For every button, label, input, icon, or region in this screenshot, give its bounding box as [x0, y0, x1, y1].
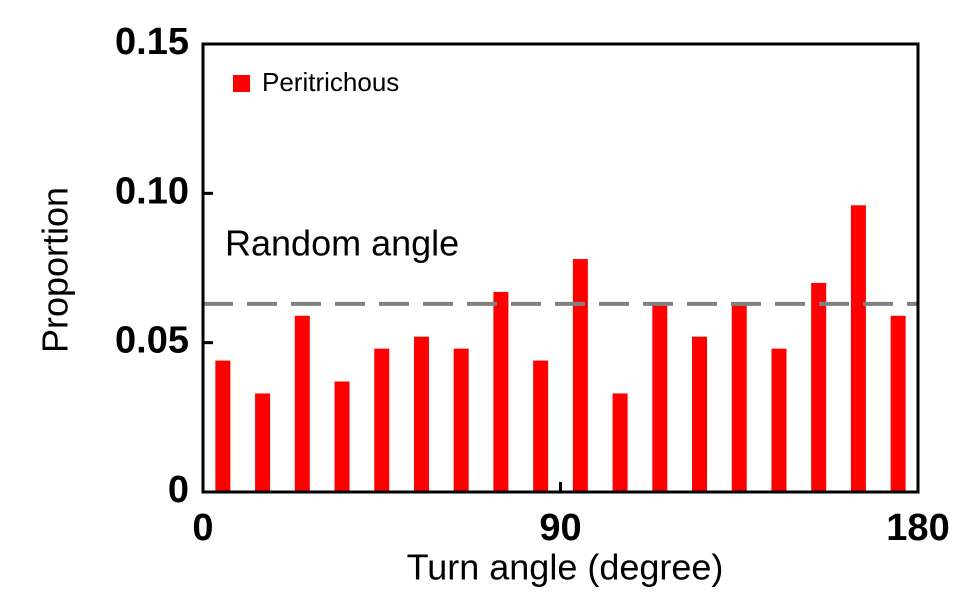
legend-swatch: [233, 75, 250, 92]
bar: [692, 336, 708, 492]
y-tick-label: 0.15: [115, 21, 189, 63]
bar: [334, 381, 350, 492]
reference-label: Random angle: [225, 222, 459, 263]
bar: [215, 360, 231, 492]
x-axis-title: Turn angle (degree): [407, 547, 724, 588]
legend-label: Peritrichous: [262, 67, 399, 97]
bar: [731, 303, 747, 492]
x-tick-label: 90: [539, 507, 581, 549]
bar: [612, 393, 628, 492]
bar: [453, 348, 469, 492]
x-tick-label: 180: [886, 507, 949, 549]
bar: [493, 291, 509, 492]
bar: [255, 393, 271, 492]
bar: [374, 348, 390, 492]
bar: [572, 259, 588, 492]
y-tick-label: 0.05: [115, 320, 189, 362]
y-tick-label: 0: [168, 469, 189, 511]
plot-frame: [201, 42, 920, 494]
bar: [652, 303, 668, 492]
bar: [811, 282, 827, 492]
x-tick-label: 0: [192, 507, 213, 549]
bar: [890, 315, 906, 492]
bar: [533, 360, 549, 492]
bar: [294, 315, 310, 492]
y-tick-label: 0.10: [115, 170, 189, 212]
bar: [771, 348, 787, 492]
y-axis-title: Proportion: [35, 187, 76, 353]
bar: [850, 205, 866, 492]
bar: [413, 336, 429, 492]
